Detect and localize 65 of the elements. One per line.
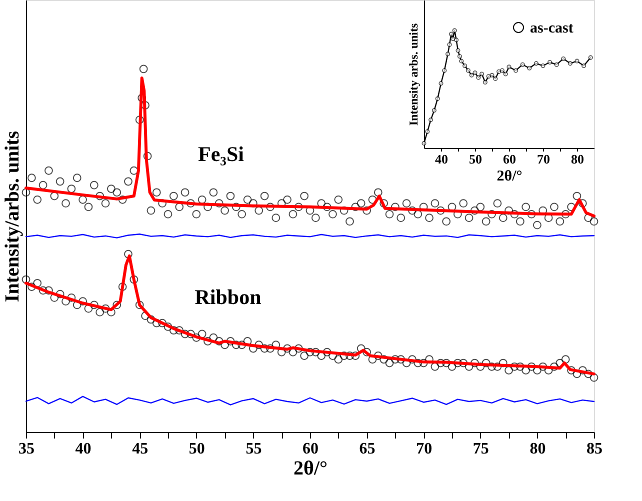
point [548,60,552,65]
x-tick-label: 55 [246,440,262,458]
point [446,52,450,56]
annotation: Fe₃Si [198,142,244,166]
x-tick-label: 60 [302,440,318,458]
legend-label: as-cast [530,20,574,36]
x-tick-label: 75 [472,440,489,458]
point [432,108,436,113]
x-tick-label: 50 [469,152,482,166]
point [459,58,464,64]
point [500,68,504,73]
x-tick-label: 45 [132,440,148,458]
point [462,64,468,68]
point [490,72,494,78]
point [486,74,491,79]
point [534,61,538,66]
point [448,32,454,36]
x-tick-label: 70 [537,152,550,166]
point [588,55,593,60]
point [457,54,462,59]
point [447,42,452,47]
point [496,69,502,74]
point [469,72,474,78]
point [454,38,459,42]
x-tick-label: 80 [530,440,546,458]
point [466,68,470,73]
point [450,36,456,42]
point [506,64,512,70]
point [422,141,426,146]
point [582,64,586,68]
x-tick-label: 40 [75,440,92,458]
point [568,61,572,66]
point [540,64,546,68]
x-tick-label: 70 [416,440,432,458]
point [456,48,460,53]
point [574,58,580,64]
x-axis-title: 2θ/° [496,168,522,184]
point [503,72,508,76]
x-tick-label: 65 [359,440,376,458]
point [520,62,525,67]
point [472,70,478,76]
point [561,56,566,61]
point [527,66,532,70]
x-tick-label: 50 [188,440,205,458]
point [482,80,488,84]
point [480,72,484,76]
x-axis-title: 2θ/° [294,458,328,480]
point [554,62,559,67]
point [442,68,447,73]
x-tick-label: 80 [571,152,584,166]
point [476,75,481,80]
point [493,76,498,81]
annotation: Ribbon [194,285,262,309]
point [435,96,440,101]
x-tick-label: 35 [18,440,34,458]
point [514,68,518,73]
x-tick-label: 60 [503,152,516,166]
y-axis-title: Intensity arbs. units [406,22,420,126]
x-tick-label: 85 [586,440,602,458]
x-tick-label: 40 [435,152,448,166]
point [452,28,457,33]
y-axis-title: Intensity/arbs. units [2,130,24,302]
point [425,129,430,134]
point [428,118,434,122]
point [438,81,444,86]
